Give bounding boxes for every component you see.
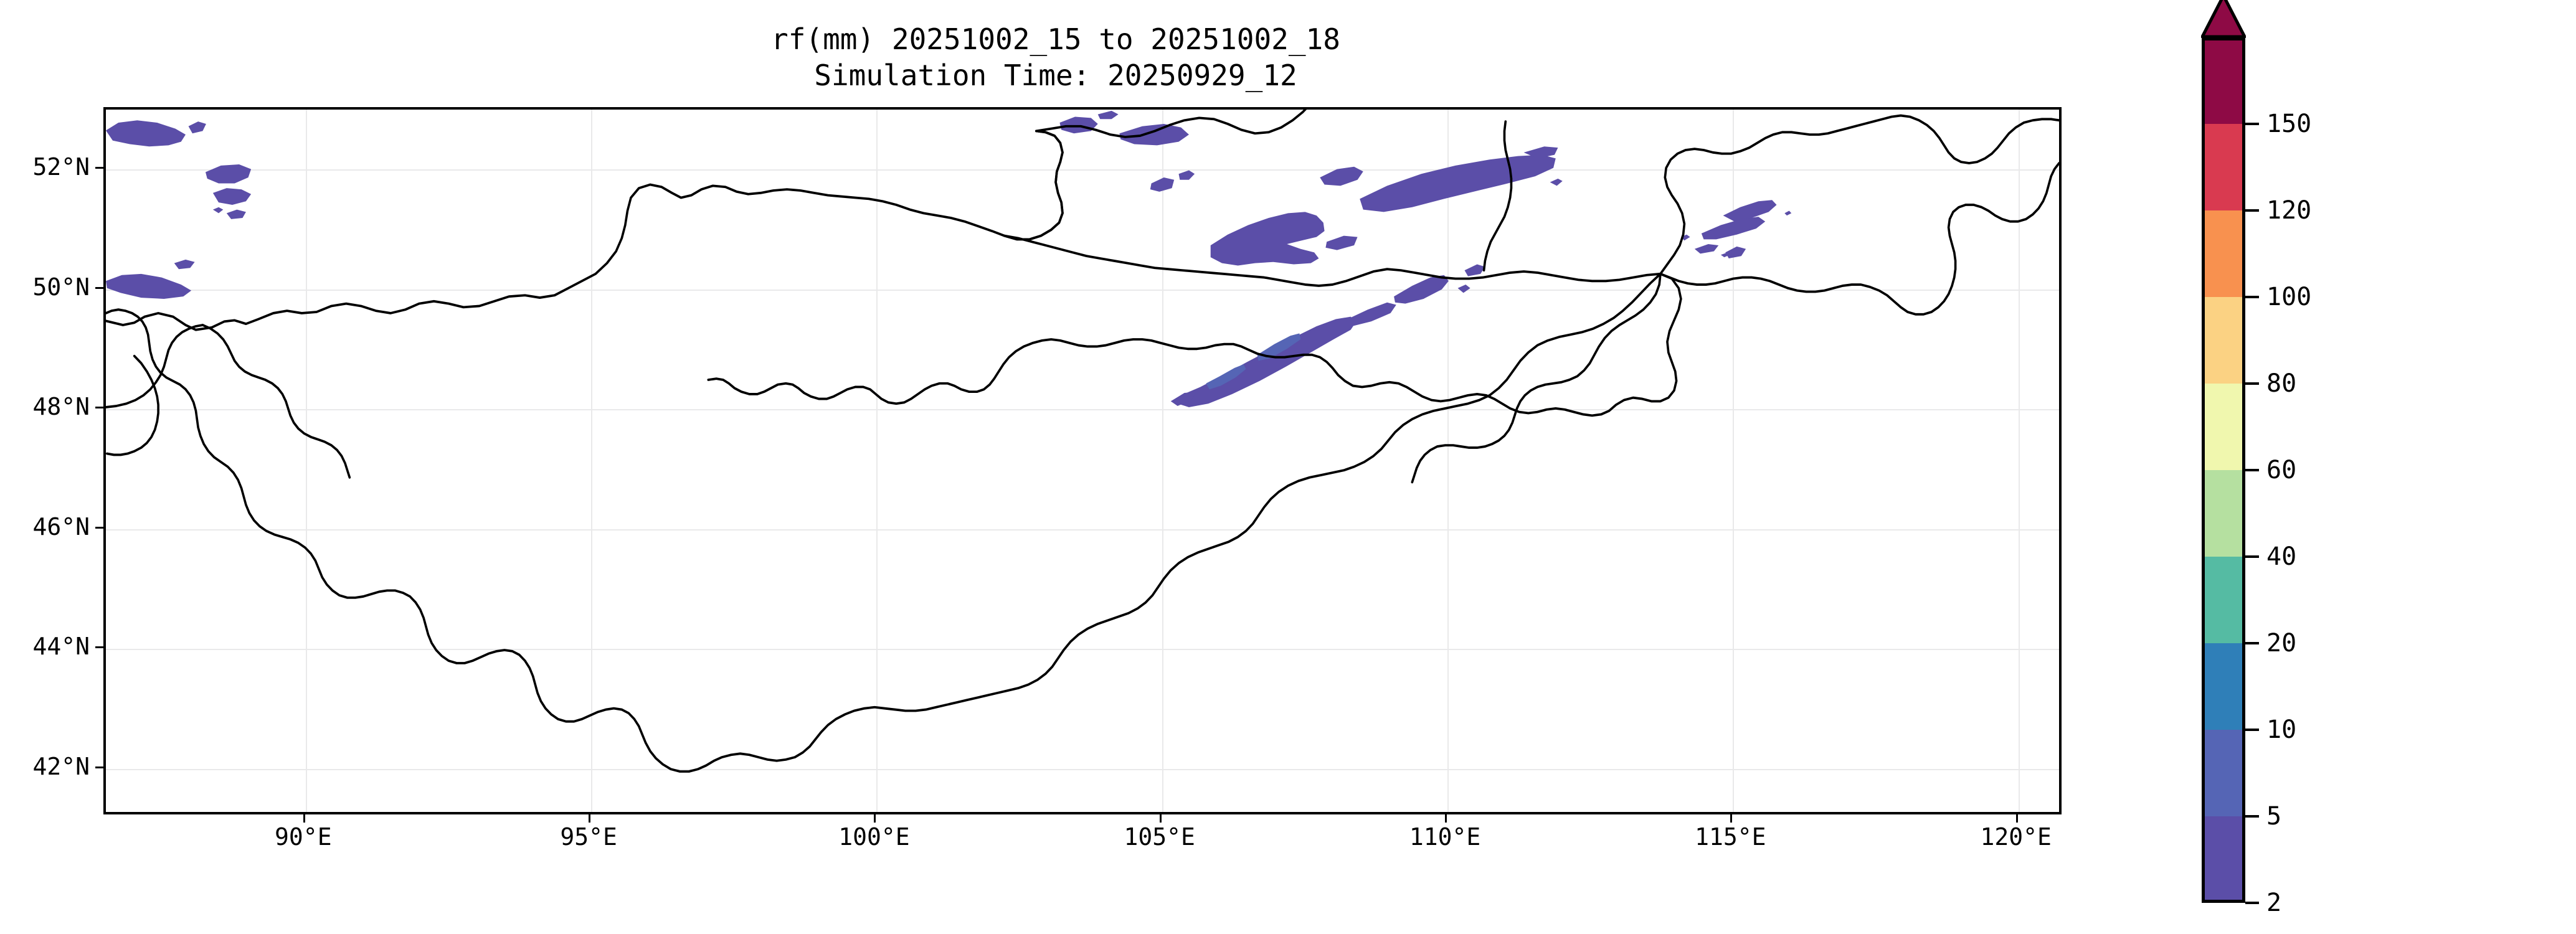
colorbar-tick-label: 80	[2266, 369, 2297, 398]
colorbar-tick-mark	[2245, 729, 2259, 731]
y-tick-label: 48°N	[32, 393, 90, 421]
x-tick-label: 115°E	[1695, 823, 1766, 851]
colorbar-tick-label: 10	[2266, 715, 2297, 744]
gridline-vertical	[591, 110, 593, 812]
colorbar-tick-mark	[2245, 902, 2259, 904]
gridline-vertical	[1162, 110, 1163, 812]
colorbar-tick-mark	[2245, 296, 2259, 298]
colorbar-tick-label: 2	[2266, 889, 2282, 917]
colorbar-tick-label: 150	[2266, 110, 2312, 138]
gridline-vertical	[1447, 110, 1449, 812]
x-tick-label: 110°E	[1409, 823, 1481, 851]
colorbar-tick-mark	[2245, 209, 2259, 212]
colorbar-tick-label: 20	[2266, 629, 2297, 658]
gridline-vertical	[1733, 110, 1735, 812]
colorbar-segment	[2202, 643, 2245, 730]
colorbar-segment	[2202, 730, 2245, 816]
y-tick-mark	[95, 167, 103, 169]
y-tick-mark	[95, 646, 103, 649]
x-tick-mark	[589, 814, 591, 823]
y-tick-label: 42°N	[32, 752, 90, 780]
colorbar-segment	[2202, 37, 2245, 124]
colorbar-segment	[2202, 384, 2245, 470]
gridline-horizontal	[106, 409, 2059, 411]
colorbar-tick-mark	[2245, 642, 2259, 644]
gridline-horizontal	[106, 649, 2059, 651]
y-tick-mark	[95, 766, 103, 768]
chart-title: rf(mm) 20251002_15 to 20251002_18 Simula…	[0, 21, 2111, 93]
colorbar-segment	[2202, 557, 2245, 643]
x-tick-label: 105°E	[1124, 823, 1195, 851]
gridline-vertical	[305, 110, 307, 812]
colorbar-tick-label: 40	[2266, 542, 2297, 571]
gridline-horizontal	[106, 768, 2059, 770]
y-tick-mark	[95, 286, 103, 289]
colorbar-tick-label: 60	[2266, 456, 2297, 484]
y-tick-mark	[95, 407, 103, 409]
gridline-horizontal	[106, 529, 2059, 531]
x-tick-label: 95°E	[560, 823, 617, 851]
colorbar-tick-mark	[2245, 555, 2259, 558]
gridline-horizontal	[106, 169, 2059, 171]
x-tick-mark	[303, 814, 305, 823]
x-tick-mark	[1730, 814, 1733, 823]
y-tick-mark	[95, 526, 103, 529]
x-tick-label: 90°E	[275, 823, 332, 851]
gridline-vertical	[876, 110, 878, 812]
colorbar-segment	[2202, 816, 2245, 903]
colorbar[interactable]: 2 5 10 20 40 60 80 100 120 150	[2201, 0, 2311, 917]
colorbar-tick-mark	[2245, 469, 2259, 471]
x-tick-mark	[874, 814, 876, 823]
colorbar-segment	[2202, 210, 2245, 297]
colorbar-tick-mark	[2245, 815, 2259, 818]
x-tick-mark	[2015, 814, 2018, 823]
y-tick-label: 52°N	[32, 153, 90, 181]
title-line-1: rf(mm) 20251002_15 to 20251002_18	[771, 22, 1340, 56]
colorbar-segment	[2202, 470, 2245, 557]
colorbar-tick-label: 5	[2266, 802, 2282, 831]
y-tick-label: 44°N	[32, 633, 90, 661]
colorbar-tick-mark	[2245, 123, 2259, 125]
rainfall-band-5-10	[1206, 333, 1301, 390]
colorbar-tick-mark	[2245, 382, 2259, 385]
colorbar-tick-label: 100	[2266, 283, 2312, 311]
colorbar-segment	[2202, 124, 2245, 210]
x-tick-label: 100°E	[838, 823, 910, 851]
x-tick-mark	[1159, 814, 1162, 823]
colorbar-tick-label: 120	[2266, 196, 2312, 225]
map-plot-area	[106, 110, 2059, 812]
x-tick-mark	[1445, 814, 1447, 823]
x-tick-label: 120°E	[1980, 823, 2052, 851]
gridline-vertical	[2018, 110, 2020, 812]
colorbar-segment	[2202, 297, 2245, 384]
map-overlay	[106, 110, 2059, 773]
y-tick-label: 50°N	[32, 273, 90, 301]
colorbar-gradient	[2202, 37, 2245, 903]
colorbar-over-arrow	[2201, 0, 2246, 38]
country-borders	[106, 110, 2059, 773]
title-line-2: Simulation Time: 20250929_12	[814, 59, 1297, 92]
map-axes	[103, 107, 2062, 814]
gridline-horizontal	[106, 289, 2059, 291]
rainfall-band-2-5	[106, 110, 1792, 407]
y-tick-label: 46°N	[32, 512, 90, 540]
